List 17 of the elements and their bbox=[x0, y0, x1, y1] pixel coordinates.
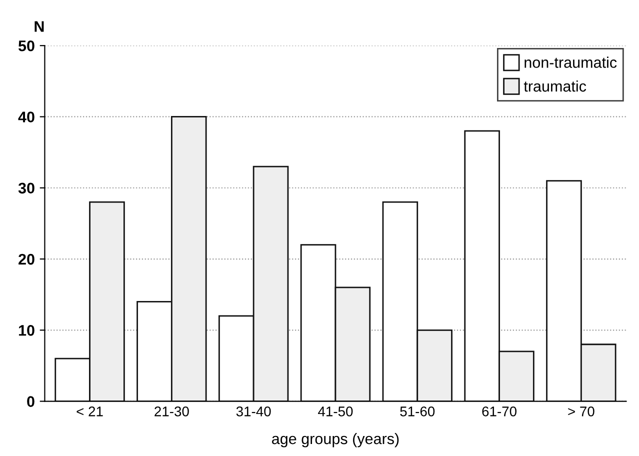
x-tick-label: 21-30 bbox=[154, 406, 189, 416]
x-tick-label: 41-50 bbox=[318, 406, 353, 416]
y-tick-label: 20 bbox=[18, 254, 34, 265]
y-tick-label: 30 bbox=[18, 182, 34, 194]
x-tick-label: 61-70 bbox=[482, 406, 516, 416]
x-tick-label: 31-40 bbox=[236, 406, 271, 416]
legend-label: non-traumatic bbox=[524, 56, 617, 68]
x-tick-label: < 21 bbox=[76, 406, 103, 416]
x-axis-title: age groups (years) bbox=[272, 432, 399, 448]
x-tick-label: > 70 bbox=[568, 406, 594, 416]
y-tick-label: 50 bbox=[18, 40, 34, 52]
legend-label: traumatic bbox=[524, 80, 586, 92]
y-axis-title: N bbox=[34, 21, 44, 32]
x-tick-label: 51-60 bbox=[400, 406, 435, 416]
y-tick-label: 0 bbox=[27, 396, 34, 407]
y-tick-label: 40 bbox=[18, 112, 34, 122]
y-tick-label: 10 bbox=[18, 325, 34, 336]
